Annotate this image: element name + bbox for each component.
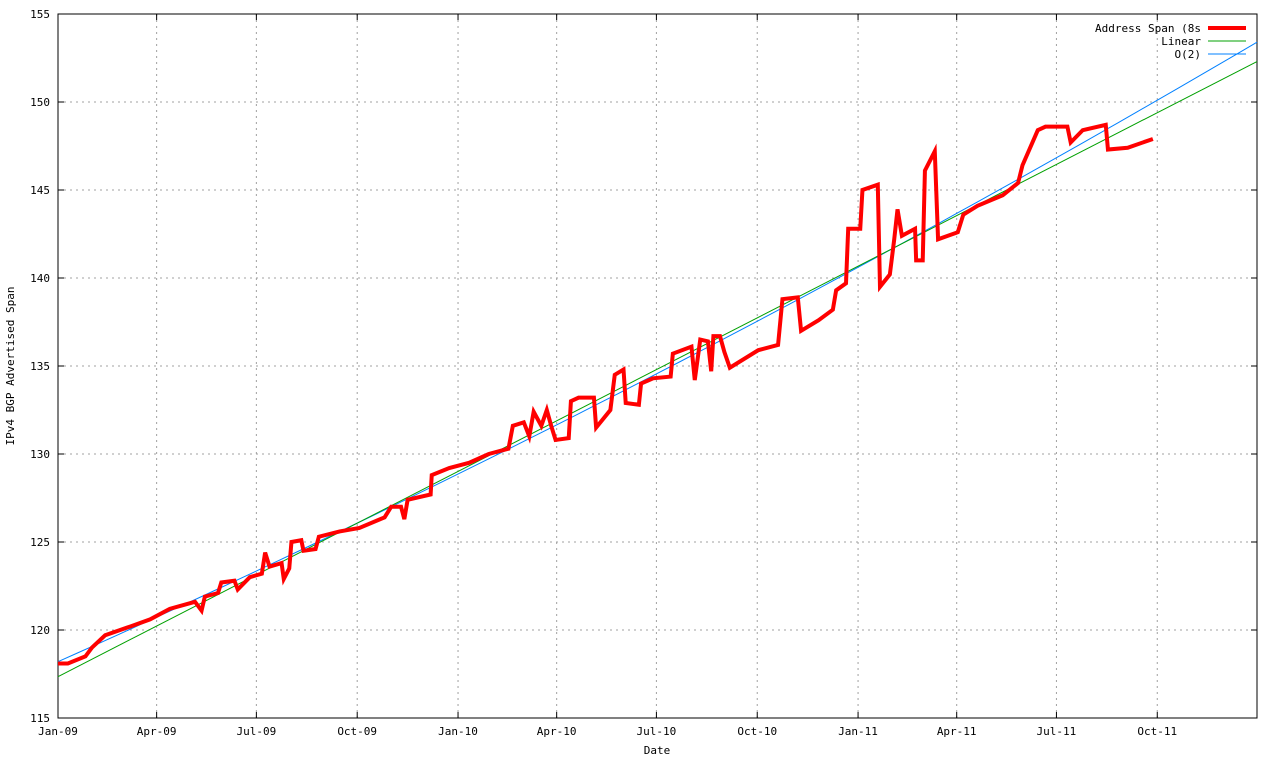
x-axis-label: Date	[644, 744, 671, 757]
series-lines	[57, 41, 1258, 678]
y-tick-label: 135	[30, 360, 50, 373]
x-tick-label: Apr-10	[537, 725, 577, 738]
legend-label: Address Span (8s	[1095, 22, 1201, 35]
legend-label: O(2)	[1175, 48, 1202, 61]
y-tick-label: 150	[30, 96, 50, 109]
x-tick-label: Oct-11	[1137, 725, 1177, 738]
x-tick-label: Jul-11	[1037, 725, 1077, 738]
y-tick-label: 120	[30, 624, 50, 637]
grid	[58, 14, 1257, 718]
y-tick-label: 140	[30, 272, 50, 285]
y-tick-label: 115	[30, 712, 50, 725]
x-tick-label: Apr-09	[137, 725, 177, 738]
x-tick-label: Oct-09	[337, 725, 377, 738]
y-tick-label: 155	[30, 8, 50, 21]
x-tick-label: Jul-10	[637, 725, 677, 738]
x-tick-label: Jan-11	[838, 725, 878, 738]
x-tick-label: Oct-10	[737, 725, 777, 738]
y-tick-label: 145	[30, 184, 50, 197]
series-line-2	[57, 41, 1258, 663]
x-tick-label: Jan-10	[438, 725, 478, 738]
x-tick-label: Jul-09	[236, 725, 276, 738]
legend-label: Linear	[1161, 35, 1201, 48]
plot-frame	[57, 13, 1258, 719]
series-line-0	[58, 122, 1154, 666]
x-tick-label: Apr-11	[937, 725, 977, 738]
y-axis-label: IPv4 BGP Advertised Span	[4, 287, 17, 446]
x-tick-label: Jan-09	[38, 725, 78, 738]
ticks: 115 120 125 130 135 140 145 150 155 Jan-09 Apr-09 J…	[30, 8, 1257, 738]
y-tick-label: 125	[30, 536, 50, 549]
y-tick-label: 130	[30, 448, 50, 461]
